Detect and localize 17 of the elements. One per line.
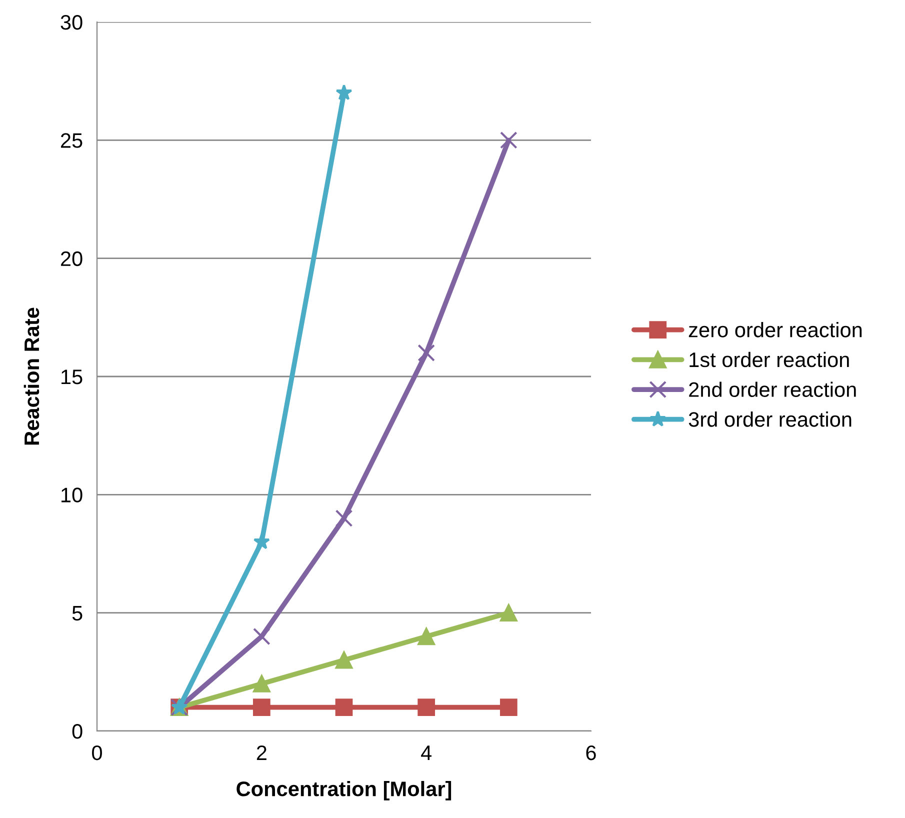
x-tick-label: 0 bbox=[92, 745, 102, 760]
legend-label: 1st order reaction bbox=[690, 352, 849, 368]
legend-label: zero order reaction bbox=[688, 322, 862, 338]
x-tick-label: 6 bbox=[586, 745, 596, 760]
y-tick-label: 5 bbox=[72, 606, 82, 621]
legend-label: 3rd order reaction bbox=[688, 412, 852, 427]
legend-label: 2nd order reaction bbox=[689, 382, 856, 398]
y-tick-label: 15 bbox=[62, 370, 82, 384]
y-tick-label: 30 bbox=[60, 15, 82, 30]
y-axis-title: Reaction Rate bbox=[24, 308, 40, 445]
x-axis-title: Concentration [Molar] bbox=[236, 780, 452, 800]
y-tick-label: 10 bbox=[62, 488, 82, 502]
x-tick-label: 4 bbox=[421, 746, 432, 760]
y-tick-label: 20 bbox=[60, 251, 82, 266]
y-tick-label: 25 bbox=[60, 133, 82, 148]
y-tick-label: 0 bbox=[72, 724, 82, 739]
x-tick-label: 2 bbox=[256, 745, 266, 760]
